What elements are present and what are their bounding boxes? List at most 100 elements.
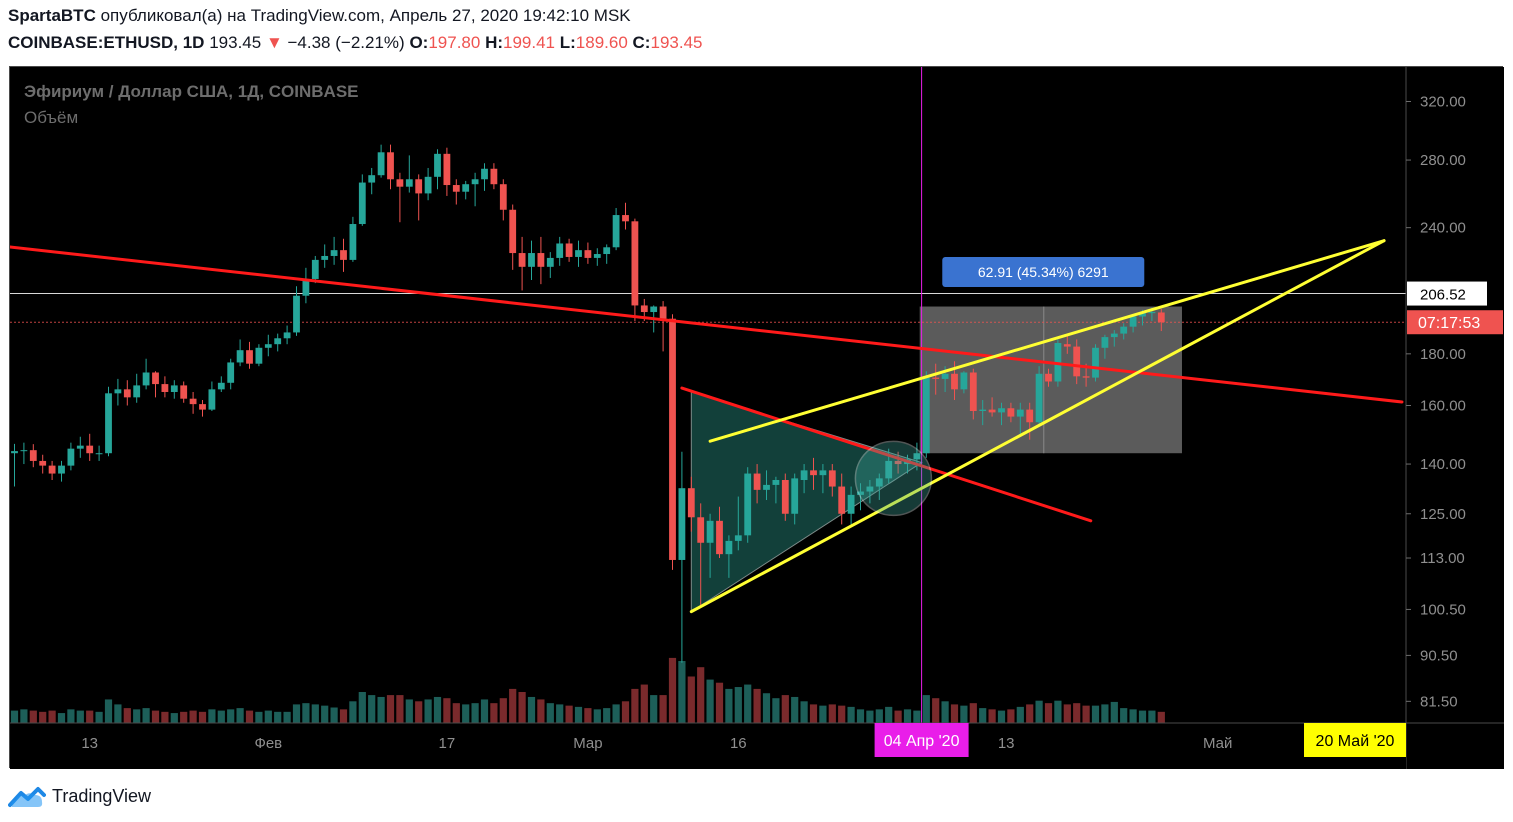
volume-bar xyxy=(424,699,432,723)
candle-body xyxy=(1157,312,1165,323)
high-value: 199.41 xyxy=(503,33,556,52)
volume-bar xyxy=(565,705,573,723)
volume-bar xyxy=(1148,710,1156,723)
symbol-label: COINBASE:ETHUSD, 1D xyxy=(8,33,205,52)
candle-body xyxy=(217,382,225,390)
volume-bar xyxy=(866,710,874,723)
volume-bar xyxy=(556,704,564,723)
candle-body xyxy=(528,253,535,267)
candle-body xyxy=(114,389,122,394)
candle-body xyxy=(913,453,921,460)
volume-bar xyxy=(302,703,310,723)
volume-bar xyxy=(847,706,855,723)
candle-body xyxy=(236,350,244,363)
triangle-resistance-line xyxy=(680,386,1093,523)
volume-bar xyxy=(198,711,207,723)
tradingview-logo[interactable]: TradingView xyxy=(8,783,151,809)
open-label: O: xyxy=(409,33,429,52)
chart-legend-title: Эфириум / Доллар США, 1Д, COINBASE xyxy=(24,82,359,101)
volume-bar xyxy=(142,708,150,723)
candle-body xyxy=(791,478,799,514)
volume-bar xyxy=(452,703,460,723)
candle-body xyxy=(264,344,272,348)
time-tick-label: 17 xyxy=(439,735,456,752)
volume-bar xyxy=(358,692,366,723)
volume-bar xyxy=(405,699,413,723)
candle-body xyxy=(753,473,761,490)
candle-body xyxy=(932,377,940,379)
candle-body xyxy=(838,486,846,514)
volume-bar xyxy=(161,711,169,723)
volume-bar xyxy=(311,704,319,723)
price-tick-label: 113.00 xyxy=(1420,550,1465,567)
volume-bar xyxy=(151,710,160,723)
candle-body xyxy=(885,460,893,479)
price-chart[interactable]: 62.91 (45.34%) 6291 320.00 280.00 240.00 20… xyxy=(10,67,1504,769)
candle-body xyxy=(951,373,958,390)
breakout-circle xyxy=(854,440,933,517)
volume-bar xyxy=(969,703,977,723)
volume-bar xyxy=(979,708,987,723)
candle-body xyxy=(669,318,676,560)
horizontal-level-label-bg xyxy=(1407,281,1487,306)
chart-panel[interactable]: 62.91 (45.34%) 6291 320.00 280.00 240.00 20… xyxy=(9,66,1504,769)
price-tick-label: 180.00 xyxy=(1420,346,1466,363)
candle-body xyxy=(941,373,949,379)
volume-bar xyxy=(208,709,216,723)
price-tick-label: 125.00 xyxy=(1420,506,1466,523)
volume-bar xyxy=(1054,700,1062,723)
candle-body xyxy=(1101,337,1109,348)
volume-bar xyxy=(631,688,639,723)
candle-body xyxy=(1016,409,1024,417)
price-tick-label: 100.50 xyxy=(1420,601,1466,618)
volume-bar xyxy=(734,687,742,723)
tradingview-cloud-icon xyxy=(8,787,46,807)
candle-body xyxy=(76,445,84,449)
candle-body xyxy=(424,176,432,194)
candle-body xyxy=(133,385,141,398)
candle-body xyxy=(471,179,479,185)
candle-body xyxy=(481,168,488,180)
volume-legend[interactable]: Объём xyxy=(24,108,78,127)
price-tick-label: 160.00 xyxy=(1420,397,1466,414)
volume-bar xyxy=(800,701,808,723)
volume-bar xyxy=(518,692,526,723)
candle-body xyxy=(227,362,235,383)
low-label: L: xyxy=(559,33,576,52)
volume-bar xyxy=(133,709,141,723)
candle-body xyxy=(603,247,611,255)
volume-bar xyxy=(368,695,376,723)
candle-body xyxy=(387,152,394,180)
volume-bar xyxy=(499,698,507,723)
candle-body xyxy=(509,209,517,254)
volume-bar xyxy=(236,708,244,723)
candle-body xyxy=(650,306,658,313)
candle-body xyxy=(67,448,75,466)
wedge-apex-label: 20 Май '20 xyxy=(1316,733,1395,750)
volume-bar xyxy=(781,695,789,723)
volume-bar xyxy=(706,679,714,723)
candle-body xyxy=(340,250,347,260)
price-tick-label: 240.00 xyxy=(1420,220,1466,237)
volume-bar xyxy=(593,709,601,723)
volume-bar xyxy=(715,682,724,723)
volume-bar xyxy=(170,713,178,723)
countdown-label: 07:17:53 xyxy=(1418,315,1480,332)
candle-body xyxy=(20,450,28,452)
candle-body xyxy=(161,384,169,392)
candle-body xyxy=(518,253,526,267)
volume-bar xyxy=(612,704,620,723)
candle-body xyxy=(1129,316,1137,327)
volume-bar xyxy=(762,693,771,723)
volume-bar xyxy=(10,710,19,723)
candle-body xyxy=(170,385,178,392)
author-name[interactable]: SpartaBTC xyxy=(8,6,96,25)
volume-bar xyxy=(180,711,188,723)
volume-bar xyxy=(791,696,799,723)
volume-bar xyxy=(546,703,554,723)
candle-body xyxy=(405,179,413,187)
candle-body xyxy=(208,389,216,410)
volume-bar xyxy=(650,695,658,723)
volume-bar xyxy=(725,688,733,723)
volume-bar xyxy=(321,705,329,723)
